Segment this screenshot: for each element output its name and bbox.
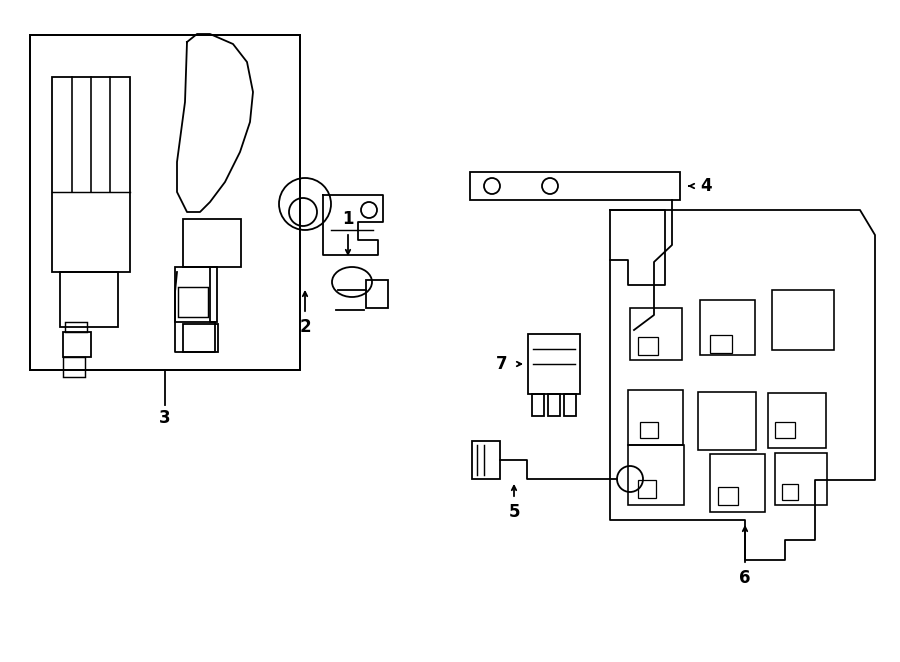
Bar xyxy=(700,300,755,355)
Bar xyxy=(772,290,834,350)
Bar xyxy=(628,445,684,505)
Bar xyxy=(472,441,500,479)
Bar xyxy=(630,308,682,360)
Bar xyxy=(65,322,87,332)
Bar xyxy=(718,487,738,505)
Text: 7: 7 xyxy=(496,355,508,373)
Bar xyxy=(528,334,580,394)
Bar xyxy=(52,77,130,272)
Bar xyxy=(782,484,798,500)
Bar xyxy=(30,35,300,370)
Bar xyxy=(710,454,765,512)
Text: 3: 3 xyxy=(159,409,171,427)
Bar xyxy=(548,394,560,416)
Bar xyxy=(178,287,208,317)
Bar xyxy=(638,480,656,498)
Bar xyxy=(63,332,91,357)
Bar xyxy=(60,272,118,327)
Bar xyxy=(638,337,658,355)
Bar xyxy=(63,357,85,377)
Bar xyxy=(470,172,680,200)
Bar xyxy=(183,324,218,352)
Text: 4: 4 xyxy=(700,177,712,195)
Bar xyxy=(532,394,544,416)
Text: 6: 6 xyxy=(739,569,751,587)
Bar xyxy=(175,267,217,322)
Bar xyxy=(366,280,388,308)
Bar xyxy=(710,335,732,353)
Text: 5: 5 xyxy=(508,503,520,521)
Bar xyxy=(183,219,241,267)
Bar xyxy=(564,394,576,416)
Bar xyxy=(768,393,826,448)
Bar xyxy=(628,390,683,445)
Bar xyxy=(775,422,795,438)
Text: 2: 2 xyxy=(299,318,310,336)
Bar xyxy=(640,422,658,438)
Bar xyxy=(698,392,756,450)
Bar xyxy=(775,453,827,505)
Text: 1: 1 xyxy=(342,210,354,228)
